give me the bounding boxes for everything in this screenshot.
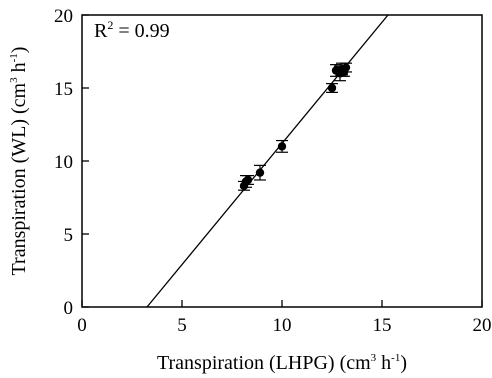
point-marker xyxy=(327,83,337,93)
y-tick-label: 0 xyxy=(64,298,74,319)
data-point xyxy=(340,62,352,73)
y-tick-label: 20 xyxy=(54,6,73,27)
x-tick-label: 5 xyxy=(177,315,187,336)
data-point xyxy=(326,83,338,93)
plot-frame xyxy=(81,14,483,308)
data-point xyxy=(276,139,288,153)
y-tick-label: 15 xyxy=(54,79,73,100)
point-marker xyxy=(277,142,287,151)
y-axis-ticks: 0 5 10 15 20 xyxy=(54,6,89,319)
point-marker xyxy=(243,175,253,185)
data-points xyxy=(238,62,352,191)
x-axis-title: Transpiration (LHPG) (cm3 h-1) xyxy=(157,352,407,374)
y-tick-label: 5 xyxy=(64,225,74,246)
x-tick-label: 15 xyxy=(373,315,392,336)
r-squared-annotation: R2 = 0.99 xyxy=(94,18,170,42)
x-tick-label: 10 xyxy=(273,315,292,336)
x-tick-label: 0 xyxy=(77,315,87,336)
x-tick-label: 20 xyxy=(473,315,492,336)
x-axis-ticks: 0 5 10 15 20 xyxy=(77,300,492,336)
regression-line xyxy=(146,14,389,308)
point-marker xyxy=(341,63,351,72)
y-tick-label: 10 xyxy=(54,152,73,173)
data-point xyxy=(242,175,254,185)
y-axis-title: Transpiration (WL) (cm3 h-1) xyxy=(8,47,30,276)
point-marker xyxy=(255,168,265,177)
data-point xyxy=(254,164,266,181)
